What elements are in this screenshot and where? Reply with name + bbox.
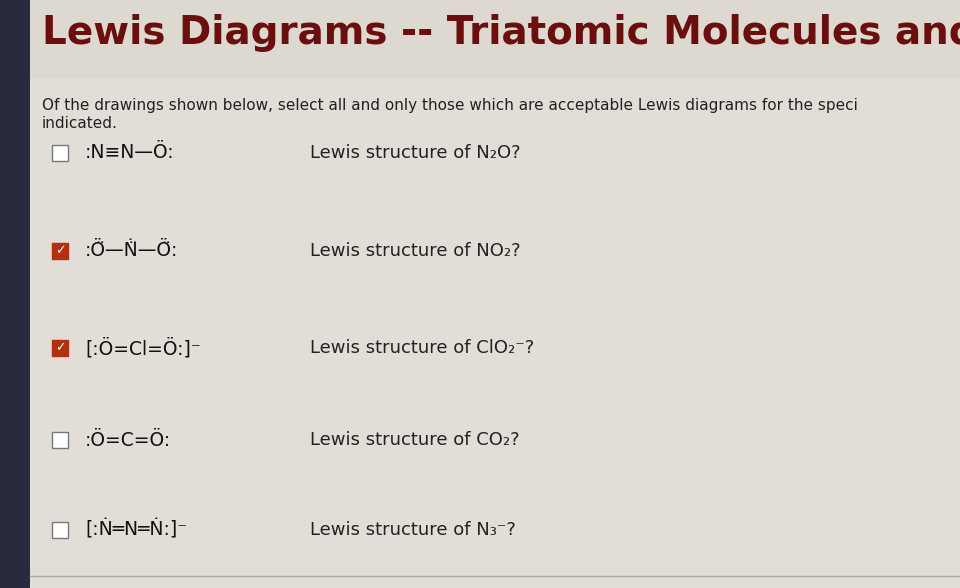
Bar bbox=[52, 432, 68, 448]
Text: :Ö̈—Ṅ̈—Ö̈:: :Ö̈—Ṅ̈—Ö̈: bbox=[85, 242, 179, 260]
Bar bbox=[52, 340, 68, 356]
Text: ✓: ✓ bbox=[55, 342, 65, 355]
Text: indicated.: indicated. bbox=[42, 116, 118, 131]
Text: [:Ṅ═N═Ṅ:]⁻: [:Ṅ═N═Ṅ:]⁻ bbox=[85, 520, 187, 540]
Text: Of the drawings shown below, select all and only those which are acceptable Lewi: Of the drawings shown below, select all … bbox=[42, 98, 858, 113]
Text: Lewis structure of N₃⁻?: Lewis structure of N₃⁻? bbox=[310, 521, 516, 539]
Text: Lewis structure of NO₂?: Lewis structure of NO₂? bbox=[310, 242, 520, 260]
Bar bbox=[30, 0, 960, 78]
Text: [:Ö=Cl=Ö:]⁻: [:Ö=Cl=Ö:]⁻ bbox=[85, 338, 201, 358]
Bar bbox=[52, 145, 68, 161]
Text: Lewis structure of CO₂?: Lewis structure of CO₂? bbox=[310, 431, 519, 449]
Text: Lewis structure of N₂O?: Lewis structure of N₂O? bbox=[310, 144, 520, 162]
Bar bbox=[52, 522, 68, 538]
Bar bbox=[0, 0, 30, 588]
Text: :Ö=C=Ö:: :Ö=C=Ö: bbox=[85, 430, 171, 449]
Bar bbox=[52, 243, 68, 259]
Text: Lewis Diagrams -- Triatomic Molecules and Ions: Lewis Diagrams -- Triatomic Molecules an… bbox=[42, 14, 960, 52]
Text: ✓: ✓ bbox=[55, 245, 65, 258]
Text: :N≡N—Ö:: :N≡N—Ö: bbox=[85, 143, 175, 162]
Text: Lewis structure of ClO₂⁻?: Lewis structure of ClO₂⁻? bbox=[310, 339, 535, 357]
